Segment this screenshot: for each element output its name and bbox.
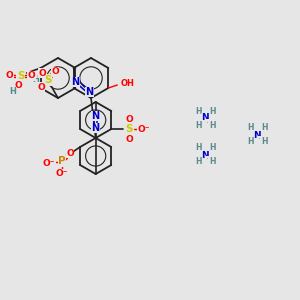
Text: N: N — [201, 113, 209, 122]
Text: O: O — [15, 82, 22, 91]
Text: O: O — [51, 68, 59, 76]
Text: OH: OH — [120, 80, 134, 88]
Text: H: H — [209, 143, 215, 152]
Text: H: H — [261, 137, 267, 146]
Text: O: O — [6, 71, 14, 80]
Text: H: H — [195, 143, 201, 152]
Text: O⁻: O⁻ — [56, 169, 68, 178]
Text: +: + — [258, 136, 264, 142]
Text: H: H — [195, 121, 201, 130]
Text: N: N — [253, 130, 261, 140]
Text: H: H — [209, 158, 215, 166]
Text: O⁻: O⁻ — [137, 124, 149, 134]
Text: O: O — [125, 134, 133, 143]
Text: N: N — [85, 87, 94, 97]
Text: H: H — [195, 106, 201, 116]
Text: +: + — [206, 119, 211, 124]
Text: O⁻: O⁻ — [43, 158, 55, 167]
Text: H: H — [209, 106, 215, 116]
Text: S: S — [125, 124, 133, 134]
Text: H: H — [9, 88, 16, 97]
Text: N: N — [72, 77, 80, 87]
Text: O: O — [38, 68, 46, 77]
Text: S: S — [44, 75, 52, 85]
Text: H: H — [261, 124, 267, 133]
Text: O: O — [125, 115, 133, 124]
Text: H: H — [247, 124, 253, 133]
Text: P: P — [58, 156, 66, 166]
Text: N: N — [92, 111, 100, 121]
Text: +: + — [206, 157, 211, 161]
Text: H: H — [247, 137, 253, 146]
Text: H: H — [33, 74, 39, 83]
Text: O: O — [66, 148, 74, 158]
Text: H: H — [209, 121, 215, 130]
Text: O: O — [28, 71, 36, 80]
Text: O: O — [37, 82, 45, 91]
Text: N: N — [92, 123, 100, 133]
Text: S: S — [17, 71, 24, 81]
Text: H: H — [195, 158, 201, 166]
Text: N: N — [201, 151, 209, 160]
